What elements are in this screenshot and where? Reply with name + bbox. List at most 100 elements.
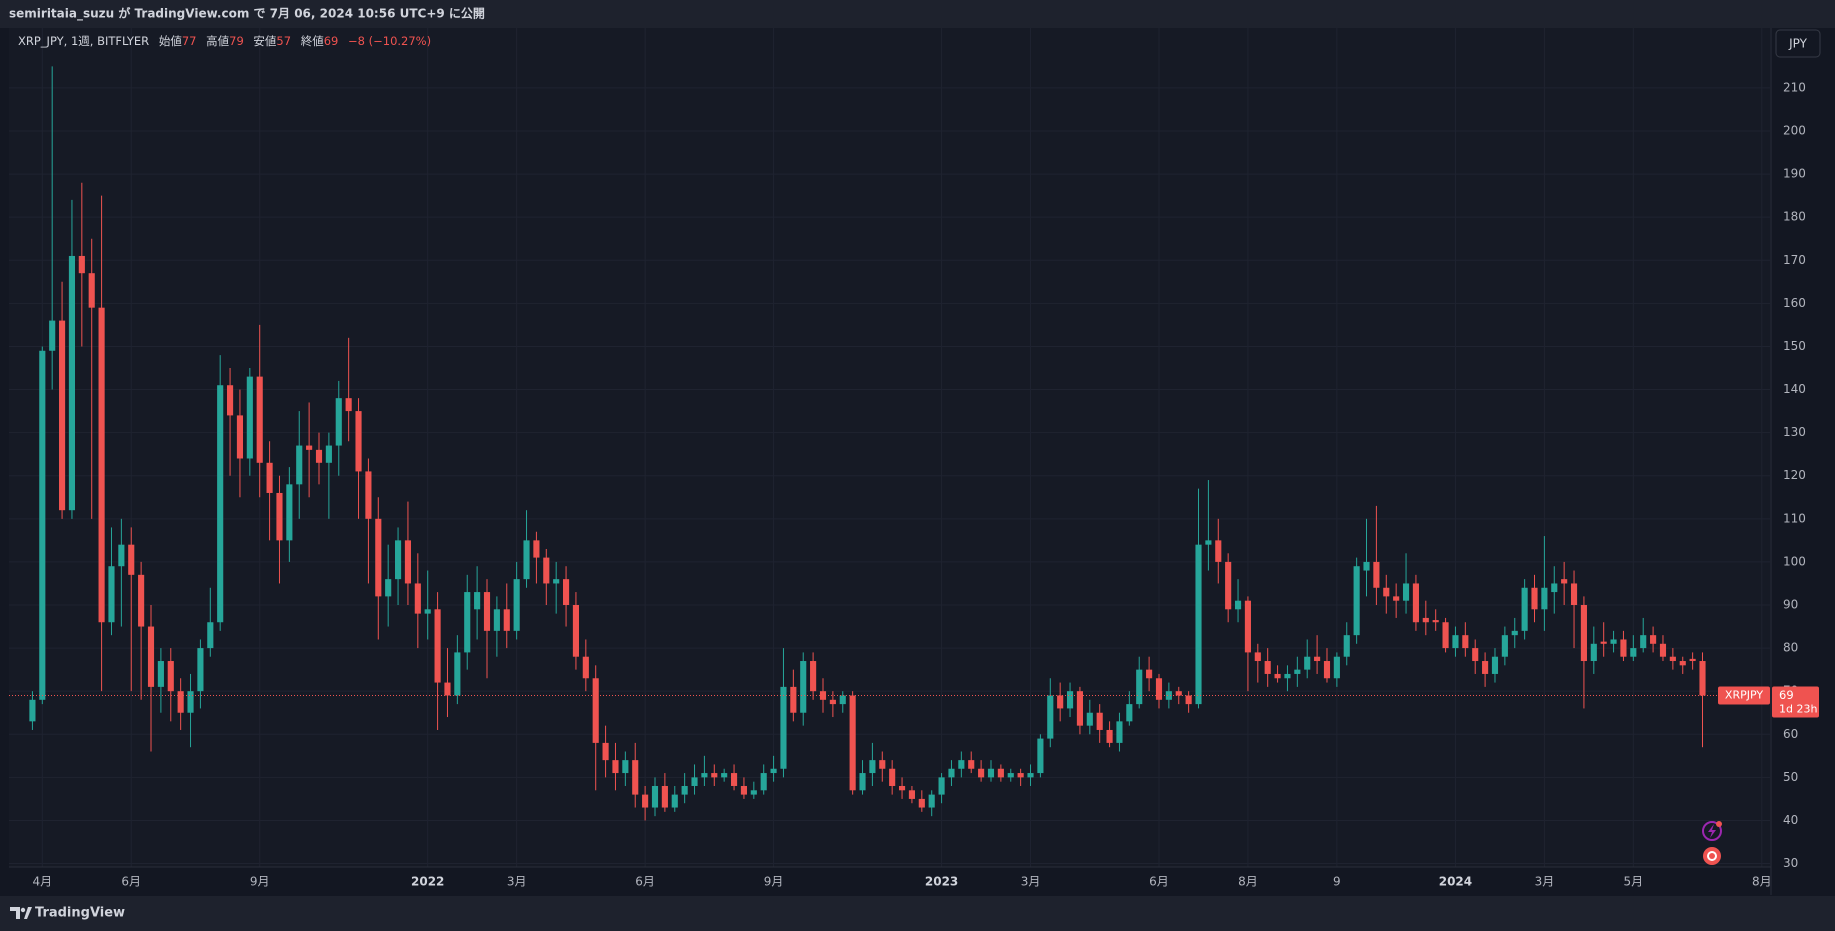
candle-body [98,307,105,623]
candle-body [306,445,313,450]
candle-body [1323,661,1331,679]
candle-body [88,273,95,308]
candle-body [236,415,244,459]
candle-body [661,785,668,808]
high-value: 79 [229,34,244,48]
logo-mark-v [24,907,32,919]
candle-body [790,686,797,713]
candles [9,66,1770,821]
candle-body [1007,773,1014,778]
candle-body [1561,579,1568,584]
candle-body [1155,678,1163,700]
candle-body [651,785,659,808]
candle-body [1126,704,1133,722]
y-tick-label: 30 [1783,856,1798,870]
candle-body [1363,561,1370,571]
x-tick-label: 2022 [411,875,444,889]
candle-body [1699,661,1706,696]
candle-body [1284,673,1291,679]
candle-body [197,648,204,692]
y-tick-label: 160 [1783,296,1806,310]
candle-body [424,609,431,614]
candle-body [474,592,481,610]
x-tick-label: 9月 [764,875,784,889]
candle-body [859,773,866,791]
x-tick-label: 3月 [1535,875,1555,889]
candle-body [1393,596,1400,601]
candle-body [543,557,550,584]
y-tick-label: 40 [1783,813,1798,827]
candle-body [1600,641,1607,644]
candle-body [394,540,402,580]
candle-body [1531,587,1538,610]
logo-mark-dot [20,907,26,913]
symbol-tag-label: XRPJPY [1725,688,1763,701]
candle-body [1175,691,1182,696]
candle-body [503,609,510,631]
y-tick-label: 170 [1783,253,1806,267]
candle-body [1254,652,1261,662]
candle-body [68,255,76,511]
currency-button-frame[interactable] [1775,29,1821,58]
candle-body [1551,583,1558,593]
candle-body [1066,691,1074,709]
candle-body [730,773,738,786]
candle-body [1422,617,1429,623]
candle-body [128,544,135,575]
x-tick-label: 6月 [121,875,141,889]
candle-body [879,760,886,769]
price-tag [1772,686,1819,718]
candle-body [612,760,619,774]
grid [9,28,1770,867]
header-text: semiritaia_suzu が TradingView.com で 7月 0… [9,6,485,22]
x-tick-label: 2024 [1439,875,1472,889]
low-value: 57 [276,34,291,48]
y-tick-label: 150 [1783,339,1806,353]
candle-body [1017,773,1024,778]
lightning-icon[interactable] [1702,821,1722,841]
candle-body [1146,669,1153,679]
candle-body [582,656,589,679]
candle-body [997,768,1004,778]
high-label: 高値 [206,34,229,48]
candle-body [1442,622,1449,649]
candle-body [1452,635,1459,649]
candle-body [1037,738,1044,774]
candle-body [1521,587,1528,631]
y-tick-label: 200 [1783,123,1806,137]
candle-body [147,626,155,687]
candle-body [622,760,629,774]
y-tick-label: 60 [1783,727,1798,741]
candle-body [681,785,688,795]
x-tick-label: 2023 [925,875,958,889]
y-tick-label: 100 [1783,554,1806,568]
candle-body [227,385,234,416]
currency-label[interactable]: JPY [1788,37,1808,51]
candle-body [701,773,708,778]
candle-body [1027,773,1034,778]
candle-body [602,742,609,761]
candle-body [1432,620,1439,623]
candle-body [1205,540,1212,545]
currency-button[interactable]: JPY [1775,29,1821,58]
y-tick-label: 130 [1783,425,1806,439]
candle-body [760,773,767,791]
candle-body [266,462,273,493]
candle-body [434,609,441,683]
candle-body [632,760,639,795]
candle-body [246,376,253,459]
candle-body [187,691,194,713]
candle-body [29,699,36,722]
candle-body [1383,587,1390,597]
candle-body [256,376,263,463]
candle-body [1244,600,1251,653]
candle-body [375,518,382,597]
candle-body [296,445,303,485]
candle-body [1215,540,1222,562]
candle-body [1669,656,1676,662]
candle-body [157,661,164,687]
candle-body [138,574,145,627]
candle-body [572,605,580,657]
y-tick-label: 50 [1783,770,1798,784]
